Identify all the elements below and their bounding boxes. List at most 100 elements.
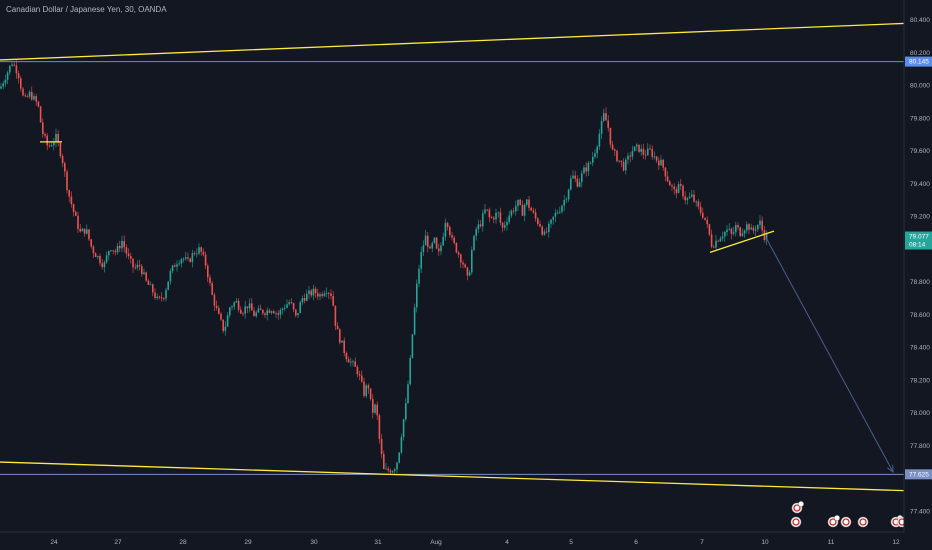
price-tick-label: 79.600 [910, 148, 930, 155]
candle-body [642, 148, 645, 155]
candle-body [75, 211, 77, 216]
candle-body [94, 253, 97, 258]
candle-body [609, 127, 612, 145]
candle-body [570, 178, 572, 190]
candle-body [121, 240, 123, 249]
candle-body [235, 300, 238, 303]
candle-body [702, 212, 704, 218]
candle-body [64, 163, 66, 172]
candle-body [242, 313, 244, 315]
candle-body [286, 304, 288, 308]
candle-body [627, 155, 629, 160]
candle-body [174, 265, 176, 267]
candle-body [607, 120, 609, 128]
candle-body [79, 229, 81, 232]
candle-body [176, 264, 178, 267]
candle-body [123, 240, 125, 248]
candle-body [658, 160, 660, 166]
candle-body [345, 352, 348, 360]
candle-body [44, 134, 46, 136]
time-tick-label: 24 [50, 539, 58, 546]
candle-body [72, 204, 75, 212]
candle-body [550, 219, 552, 224]
candle-body [387, 468, 389, 471]
candle-body [622, 162, 625, 171]
candle-body [457, 252, 460, 255]
candle-body [325, 293, 328, 294]
candle-body [4, 79, 7, 84]
event-badge-count [834, 515, 840, 521]
candle-body [640, 148, 642, 152]
candle-body [303, 298, 306, 301]
candle-body [598, 133, 601, 147]
candle-body [440, 245, 442, 252]
candle-body [389, 470, 392, 473]
projection-arrow-head [887, 464, 894, 473]
candle-body [699, 206, 702, 213]
candle-body [204, 254, 207, 266]
candle-body [660, 159, 662, 166]
price-axis-labels: 80.400 80.200 80.000 79.800 79.600 79.400 79.2… [910, 17, 930, 515]
drawings-layer [0, 22, 905, 492]
candle-body [732, 232, 735, 234]
candle-body [565, 199, 568, 201]
candle-body [625, 159, 627, 171]
time-axis[interactable] [0, 532, 904, 550]
candle-body [574, 175, 576, 179]
time-tick-label: 7 [700, 539, 704, 546]
candle-body [372, 398, 374, 413]
candle-body [750, 227, 752, 230]
candle-body [103, 262, 106, 268]
candle-body [108, 250, 110, 256]
trend-line[interactable] [0, 22, 905, 61]
candle-body [708, 224, 711, 235]
candle-body [354, 361, 356, 367]
candle-body [259, 308, 262, 310]
candle-body [600, 121, 603, 134]
trend-line[interactable] [709, 230, 775, 254]
candle-body [160, 297, 163, 299]
candle-body [477, 224, 480, 230]
candle-body [127, 253, 130, 257]
trend-line[interactable] [0, 461, 905, 492]
price-axis[interactable] [904, 0, 932, 550]
candle-body [244, 306, 246, 314]
candle-body [336, 325, 339, 330]
candle-body [405, 403, 407, 420]
candle-body [341, 340, 343, 343]
candle-body [257, 308, 260, 313]
candle-body [638, 144, 640, 152]
projection-arrow-line[interactable] [765, 237, 894, 473]
candle-body [246, 306, 249, 309]
time-axis-labels: 24 27 28 29 30 31 Aug 4 5 6 7 10 11 12 [50, 539, 900, 546]
candle-body [319, 294, 321, 297]
candle-body [475, 229, 477, 236]
candle-body [361, 375, 363, 382]
candle-body [306, 293, 308, 301]
candle-body [636, 144, 638, 147]
candle-body [620, 160, 623, 163]
event-badge-flag-icon [859, 518, 867, 526]
candle-body [253, 310, 255, 317]
candle-body [537, 218, 539, 225]
candle-body [105, 255, 108, 263]
time-tick-label: 6 [634, 539, 638, 546]
candle-body [757, 224, 759, 230]
candle-body [112, 250, 114, 252]
time-tick-label: 31 [374, 539, 382, 546]
candle-body [22, 88, 24, 96]
candle-body [554, 212, 557, 217]
candle-body [0, 86, 2, 89]
candle-body [380, 439, 383, 455]
candle-body [90, 239, 92, 247]
price-tick-label: 77.800 [910, 443, 930, 450]
candle-body [435, 237, 438, 249]
candle-body [101, 263, 103, 268]
candle-body [9, 65, 11, 73]
candle-body [323, 293, 326, 296]
candle-body [413, 307, 416, 335]
candle-body [647, 148, 649, 156]
candle-body [455, 242, 458, 253]
